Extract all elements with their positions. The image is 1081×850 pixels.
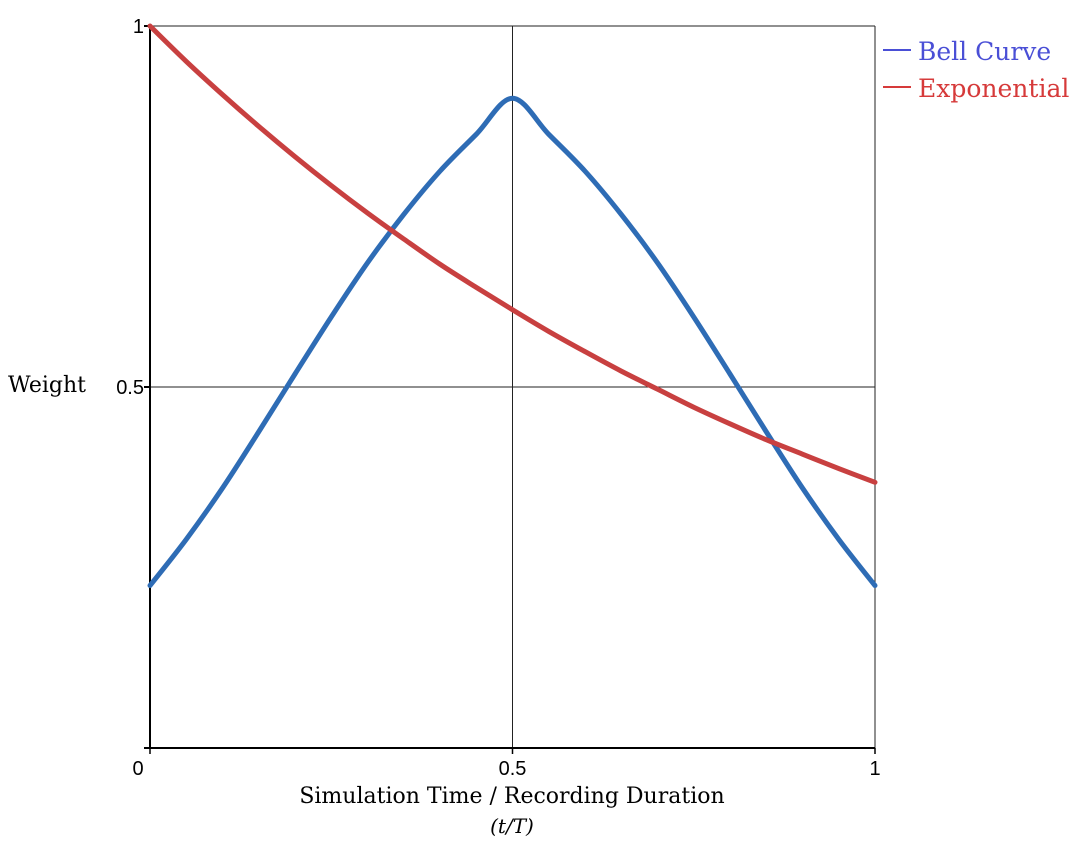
x-tick-label: 0 [132,758,143,780]
series-line-exponential [147,23,878,485]
x-axis-label: Simulation Time / Recording Duration [299,784,724,809]
y-tick-label: 0.5 [116,377,144,399]
y-axis-label: Weight [8,373,86,398]
x-tick-label: 1 [869,758,880,780]
series-lines [147,23,878,589]
legend-entry: Exponential [918,74,1069,103]
axes [144,24,876,754]
legend-entry: Bell Curve [918,37,1051,66]
grid [150,25,876,748]
tick-labels: 0 0.5 1 0.5 1 [116,16,880,780]
series-line-bell-curve [147,95,878,589]
x-axis-sublabel: (t/T) [490,814,534,838]
y-tick-label: 1 [133,16,144,38]
legend: Bell Curve Exponential [883,37,1069,103]
x-tick-label: 0.5 [499,758,527,780]
